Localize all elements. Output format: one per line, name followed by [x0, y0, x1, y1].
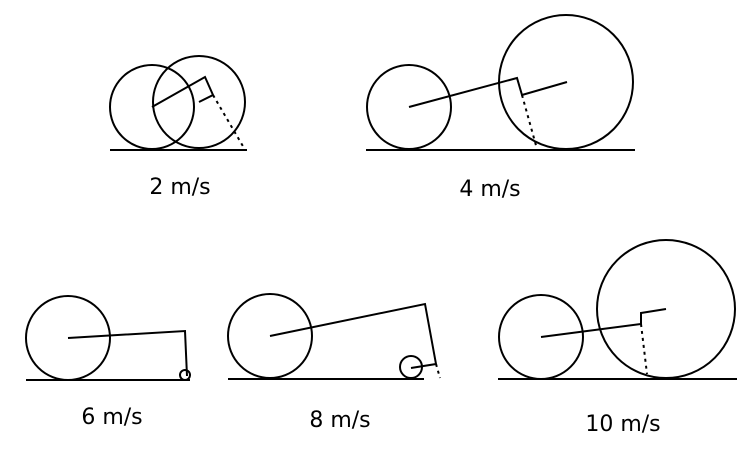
speed-label: 4 m/s [459, 177, 520, 202]
frame-line [408, 76, 568, 108]
frame-line [151, 75, 215, 108]
contact-dashed-line [640, 323, 648, 375]
rear-wheel [498, 294, 584, 380]
speed-label: 8 m/s [309, 408, 370, 433]
speed-label: 2 m/s [149, 175, 210, 200]
rear-wheel [227, 293, 313, 379]
panel-4ms: 4 m/s [366, 14, 635, 202]
front-wheel [179, 369, 191, 381]
front-wheel [596, 239, 736, 379]
front-wheel [399, 355, 423, 379]
rear-wheel [109, 64, 195, 150]
contact-dashed-line [435, 363, 441, 379]
rear-wheel [366, 64, 452, 150]
contact-dashed-line [212, 94, 245, 149]
panel-8ms: 8 m/s [227, 293, 441, 433]
panel-10ms: 10 m/s [498, 239, 737, 437]
frame-line [67, 329, 188, 377]
front-wheel [152, 55, 246, 149]
frame-line [540, 308, 667, 338]
speed-label: 6 m/s [81, 405, 142, 430]
panel-2ms: 2 m/s [109, 55, 247, 200]
frame-line [269, 302, 438, 369]
contact-dashed-line [521, 94, 538, 150]
rear-wheel [25, 295, 111, 381]
speed-label: 10 m/s [585, 412, 660, 437]
panel-6ms: 6 m/s [25, 295, 191, 430]
